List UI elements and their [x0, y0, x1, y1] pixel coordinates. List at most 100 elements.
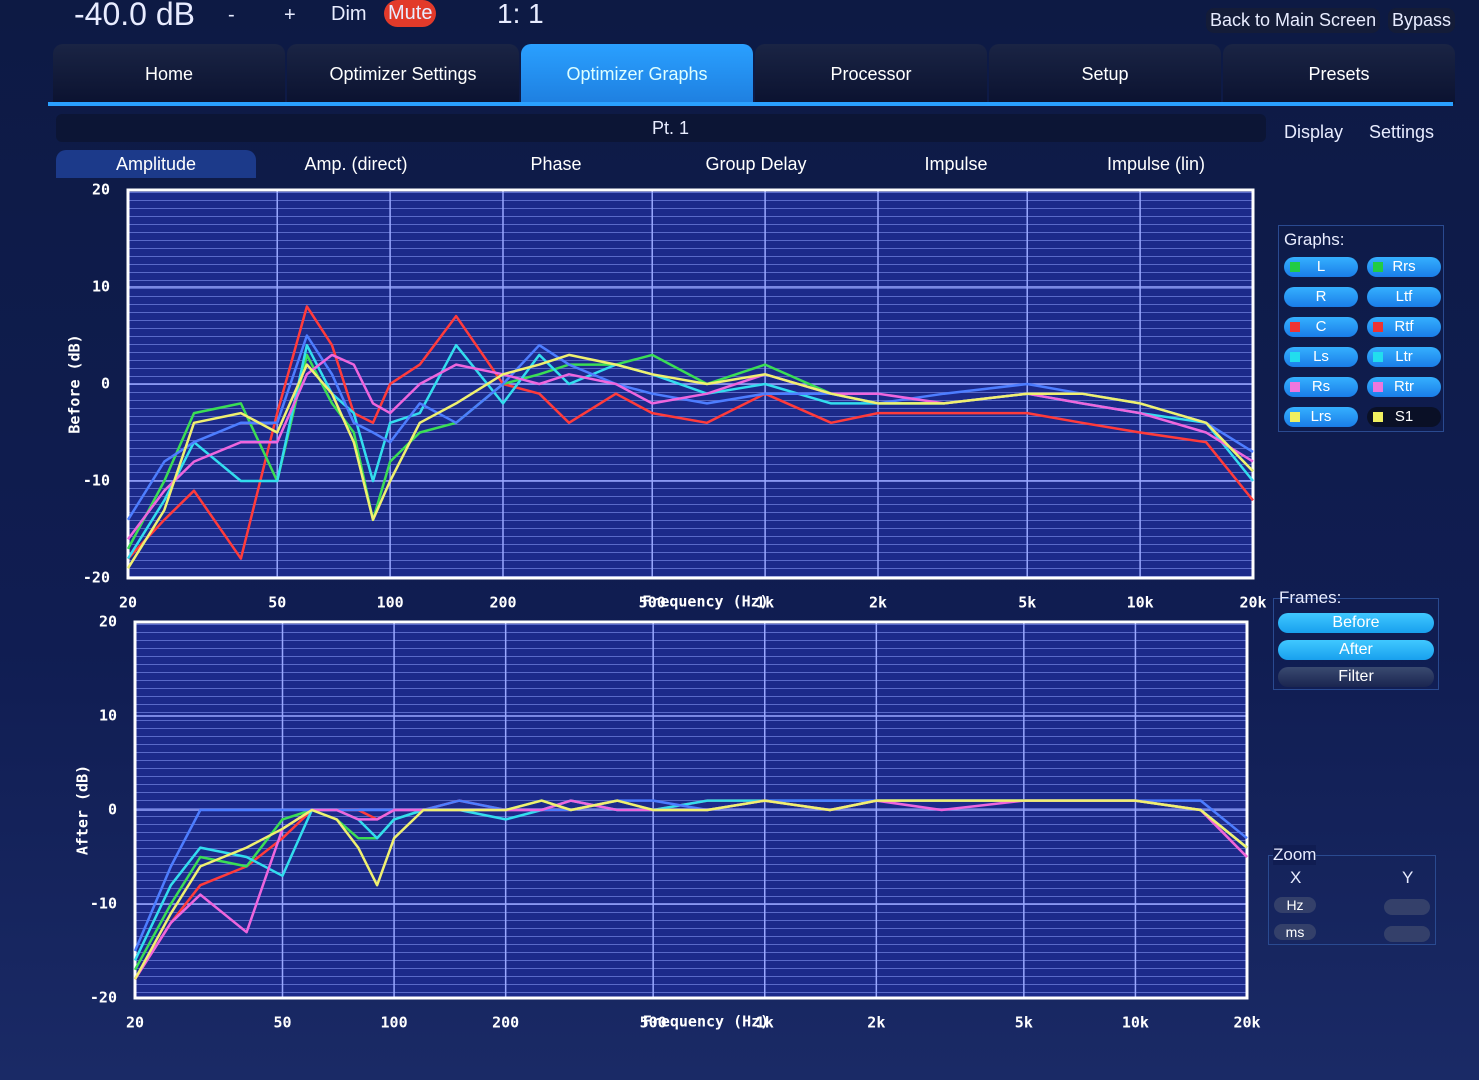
color-swatch: [1373, 382, 1383, 392]
graph-button[interactable]: Ltr: [1367, 347, 1441, 367]
display-button[interactable]: Display: [1284, 122, 1344, 142]
zoom-x: X: [1290, 868, 1302, 887]
x-tick-label: 50: [273, 1014, 291, 1032]
y-tick-label: -10: [90, 895, 117, 913]
series-line: [127, 305, 1254, 560]
color-swatch: [1373, 322, 1383, 332]
y-tick-label: 20: [92, 181, 110, 199]
zoom-y-out[interactable]: [1384, 926, 1430, 942]
tab[interactable]: Optimizer Graphs: [521, 44, 753, 104]
x-tick-label: 10k: [1122, 1014, 1149, 1032]
plot-frame: [126, 188, 1255, 580]
subtab[interactable]: Amp. (direct): [304, 154, 408, 174]
y-tick-label: -20: [90, 989, 117, 1007]
x-tick-label: 5k: [1015, 1014, 1033, 1032]
graph-button[interactable]: C: [1284, 317, 1358, 337]
series-line: [126, 353, 1254, 569]
volume: -40.0 dB: [74, 0, 195, 32]
x-tick-label: 200: [492, 1014, 519, 1032]
x-tick-label: 20k: [1233, 1014, 1260, 1032]
x-axis-label: Frequency (Hz): [642, 593, 768, 611]
zoom-hz[interactable]: Hz: [1274, 897, 1316, 913]
tab[interactable]: Presets: [1223, 44, 1455, 104]
y-tick-label: 10: [92, 278, 110, 296]
color-swatch: [1290, 322, 1300, 332]
color-swatch: [1373, 262, 1383, 272]
zoom-label: Zoom: [1273, 845, 1317, 865]
graph-button[interactable]: R: [1284, 287, 1358, 307]
graph-button[interactable]: L: [1284, 257, 1358, 277]
y-tick-label: -10: [83, 472, 110, 490]
x-tick-label: 20k: [1239, 594, 1266, 612]
y-axis-label: After (dB): [74, 765, 92, 855]
tab[interactable]: Home: [53, 44, 285, 104]
tab-underline: [48, 102, 1453, 106]
x-tick-label: 2k: [869, 594, 887, 612]
back-button[interactable]: Back to Main Screen: [1206, 8, 1381, 33]
graph-button[interactable]: Rtf: [1367, 317, 1441, 337]
ratio: 1: 1: [497, 0, 544, 29]
subtab[interactable]: Impulse (lin): [1106, 154, 1206, 174]
graphs-panel: [1278, 225, 1444, 432]
series-line: [126, 334, 1254, 521]
pane-title: Pt. 1: [652, 118, 690, 138]
color-swatch: [1290, 412, 1300, 422]
y-tick-label: -20: [83, 569, 110, 587]
subtab[interactable]: Phase: [530, 154, 582, 174]
tab[interactable]: Optimizer Settings: [287, 44, 519, 104]
volume-up[interactable]: +: [284, 4, 296, 26]
subtab[interactable]: Amplitude: [56, 150, 256, 178]
x-tick-label: 20: [126, 1014, 144, 1032]
subtab[interactable]: Group Delay: [705, 154, 807, 174]
x-tick-label: 500: [639, 594, 666, 612]
volume-down[interactable]: -: [228, 4, 235, 26]
x-tick-label: 1k: [756, 594, 774, 612]
dim-button[interactable]: Dim: [331, 3, 367, 25]
color-swatch: [1373, 412, 1383, 422]
x-tick-label: 500: [640, 1014, 667, 1032]
x-tick-label: 5k: [1018, 594, 1036, 612]
settings-button[interactable]: Settings: [1369, 122, 1435, 142]
y-tick-label: 0: [101, 375, 110, 393]
graph-button[interactable]: Rs: [1284, 377, 1358, 397]
plot-frame: [133, 620, 1249, 1000]
y-axis-label: Before (dB): [66, 334, 84, 433]
graph-button[interactable]: S1: [1367, 407, 1441, 427]
zoom-ms[interactable]: ms: [1274, 924, 1316, 940]
zoom-panel: [1268, 855, 1436, 945]
x-tick-label: 100: [377, 594, 404, 612]
x-tick-label: 50: [268, 594, 286, 612]
graph-button[interactable]: Rtr: [1367, 377, 1441, 397]
frame-button[interactable]: Filter: [1278, 667, 1434, 687]
graph-button[interactable]: Ls: [1284, 347, 1358, 367]
pane-header: [56, 114, 1266, 142]
x-tick-label: 10k: [1127, 594, 1154, 612]
frames-label: Frames:: [1279, 588, 1342, 607]
graphs-label: Graphs:: [1284, 230, 1345, 249]
y-tick-label: 0: [108, 801, 117, 819]
color-swatch: [1373, 352, 1383, 362]
tab[interactable]: Processor: [755, 44, 987, 104]
y-tick-label: 10: [99, 707, 117, 725]
graph-button[interactable]: Ltf: [1367, 287, 1441, 307]
x-tick-label: 100: [381, 1014, 408, 1032]
bypass-button[interactable]: Bypass: [1388, 8, 1456, 33]
y-tick-label: 20: [99, 613, 117, 631]
mute-button[interactable]: Mute: [384, 0, 437, 27]
graph-button[interactable]: Rrs: [1367, 257, 1441, 277]
color-swatch: [1290, 352, 1300, 362]
color-swatch: [1290, 382, 1300, 392]
graph-button[interactable]: Lrs: [1284, 407, 1358, 427]
x-tick-label: 200: [489, 594, 516, 612]
color-swatch: [1290, 262, 1300, 272]
subtab[interactable]: Impulse: [924, 154, 988, 174]
x-tick-label: 2k: [867, 1014, 885, 1032]
zoom-y-in[interactable]: [1384, 899, 1430, 915]
frame-button[interactable]: Before: [1278, 613, 1434, 633]
tab[interactable]: Setup: [989, 44, 1221, 104]
series-line: [133, 799, 1248, 980]
zoom-y: Y: [1402, 868, 1414, 887]
frame-button[interactable]: After: [1278, 640, 1434, 660]
x-tick-label: 20: [119, 594, 137, 612]
